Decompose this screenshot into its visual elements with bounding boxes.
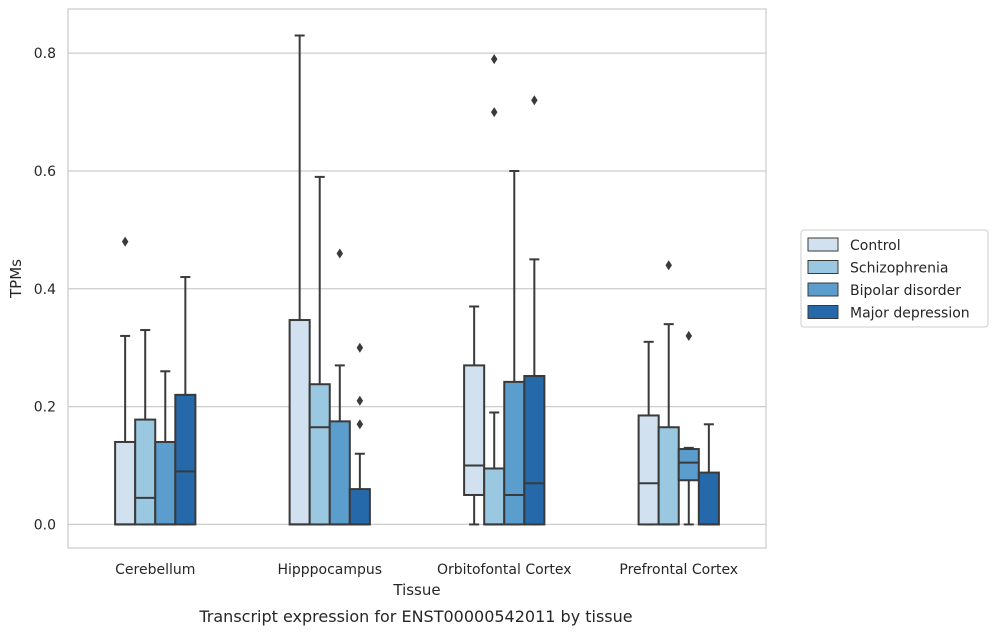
y-tick-label: 0.4 bbox=[34, 282, 56, 298]
legend-frame bbox=[800, 229, 989, 328]
box-iqr bbox=[697, 471, 720, 526]
legend-item-bipolar-disorder: Bipolar disorder bbox=[807, 282, 961, 299]
legend-swatch bbox=[807, 282, 839, 297]
outlier-point bbox=[531, 95, 538, 106]
box-bipolar-disorder-prefrontal-cortex bbox=[677, 330, 700, 526]
box-iqr bbox=[154, 440, 177, 526]
box-iqr bbox=[463, 364, 486, 496]
outlier-point bbox=[121, 236, 129, 247]
box-iqr bbox=[503, 380, 526, 526]
box-iqr bbox=[523, 374, 546, 526]
legend-item-major-depression: Major depression bbox=[807, 305, 970, 322]
outlier-point bbox=[356, 395, 364, 406]
box-iqr bbox=[134, 418, 157, 526]
legend-swatch bbox=[807, 237, 839, 252]
box-schizophrenia-orbitofontal-cortex bbox=[483, 54, 506, 526]
outlier-point bbox=[490, 107, 498, 118]
box-iqr bbox=[657, 426, 680, 526]
x-tick-label-prefrontal-cortex: Prefrontal Cortex bbox=[619, 562, 738, 578]
outlier-point bbox=[665, 260, 672, 271]
x-tick-label-orbitofontal-cortex: Orbitofontal Cortex bbox=[437, 562, 572, 578]
outlier-point bbox=[356, 419, 364, 430]
y-tick-label: 0.2 bbox=[34, 400, 56, 416]
box-control-cerebellum bbox=[114, 236, 137, 526]
y-tick-label: 0.0 bbox=[34, 517, 56, 533]
x-axis-label: Tissue bbox=[392, 581, 440, 599]
box-bipolar-disorder-hipppocampus bbox=[328, 248, 351, 526]
box-iqr bbox=[308, 383, 331, 526]
box-control-orbitofontal-cortex bbox=[463, 305, 486, 526]
box-control-prefrontal-cortex bbox=[637, 340, 660, 526]
outlier-point bbox=[685, 330, 693, 341]
box-schizophrenia-hipppocampus bbox=[308, 175, 331, 526]
box-iqr bbox=[348, 488, 371, 526]
legend-label: Schizophrenia bbox=[850, 261, 948, 277]
legend-swatch bbox=[807, 305, 839, 319]
y-axis-ticks: 0.0 0.2 0.4 0.6 0.8 bbox=[34, 46, 56, 533]
outlier-point bbox=[336, 248, 344, 259]
box-iqr bbox=[677, 448, 700, 482]
legend-label: Bipolar disorder bbox=[850, 283, 961, 299]
box-bipolar-disorder-orbitofontal-cortex bbox=[503, 169, 526, 526]
legend-item-control: Control bbox=[807, 237, 901, 254]
box-major-depression-hipppocampus bbox=[348, 342, 371, 526]
box-iqr bbox=[288, 319, 311, 526]
box-iqr bbox=[114, 440, 137, 526]
x-tick-label-hipppocampus: Hipppocampus bbox=[277, 562, 382, 578]
y-tick-label: 0.8 bbox=[34, 46, 56, 62]
box-major-depression-cerebellum bbox=[174, 276, 197, 526]
box-control-hipppocampus bbox=[288, 34, 311, 526]
legend: Control Schizophrenia Bipolar disorder Majo… bbox=[800, 229, 989, 328]
box-schizophrenia-prefrontal-cortex bbox=[657, 260, 680, 526]
legend-swatch bbox=[807, 260, 839, 274]
box-iqr bbox=[637, 414, 660, 526]
plot-frame bbox=[67, 8, 767, 549]
box-iqr bbox=[483, 467, 506, 526]
box-iqr bbox=[328, 420, 351, 526]
y-axis-label: TPMs bbox=[7, 259, 25, 299]
box-layer bbox=[114, 34, 720, 526]
y-tick-label: 0.6 bbox=[34, 164, 56, 180]
chart-caption: Transcript expression for ENST0000054201… bbox=[198, 607, 632, 626]
x-tick-label-cerebellum: Cerebellum bbox=[115, 562, 195, 578]
box-major-depression-orbitofontal-cortex bbox=[523, 95, 546, 526]
outlier-point bbox=[356, 342, 364, 353]
legend-item-schizophrenia: Schizophrenia bbox=[807, 260, 948, 277]
legend-label: Control bbox=[850, 238, 901, 254]
x-axis-ticks: Cerebellum Hipppocampus Orbitofontal Corte… bbox=[115, 562, 738, 578]
box-iqr bbox=[174, 393, 197, 526]
legend-label: Major depression bbox=[850, 306, 970, 322]
box-schizophrenia-cerebellum bbox=[134, 329, 157, 526]
outlier-point bbox=[490, 54, 498, 65]
box-bipolar-disorder-cerebellum bbox=[154, 370, 177, 526]
box-major-depression-prefrontal-cortex bbox=[697, 423, 720, 526]
